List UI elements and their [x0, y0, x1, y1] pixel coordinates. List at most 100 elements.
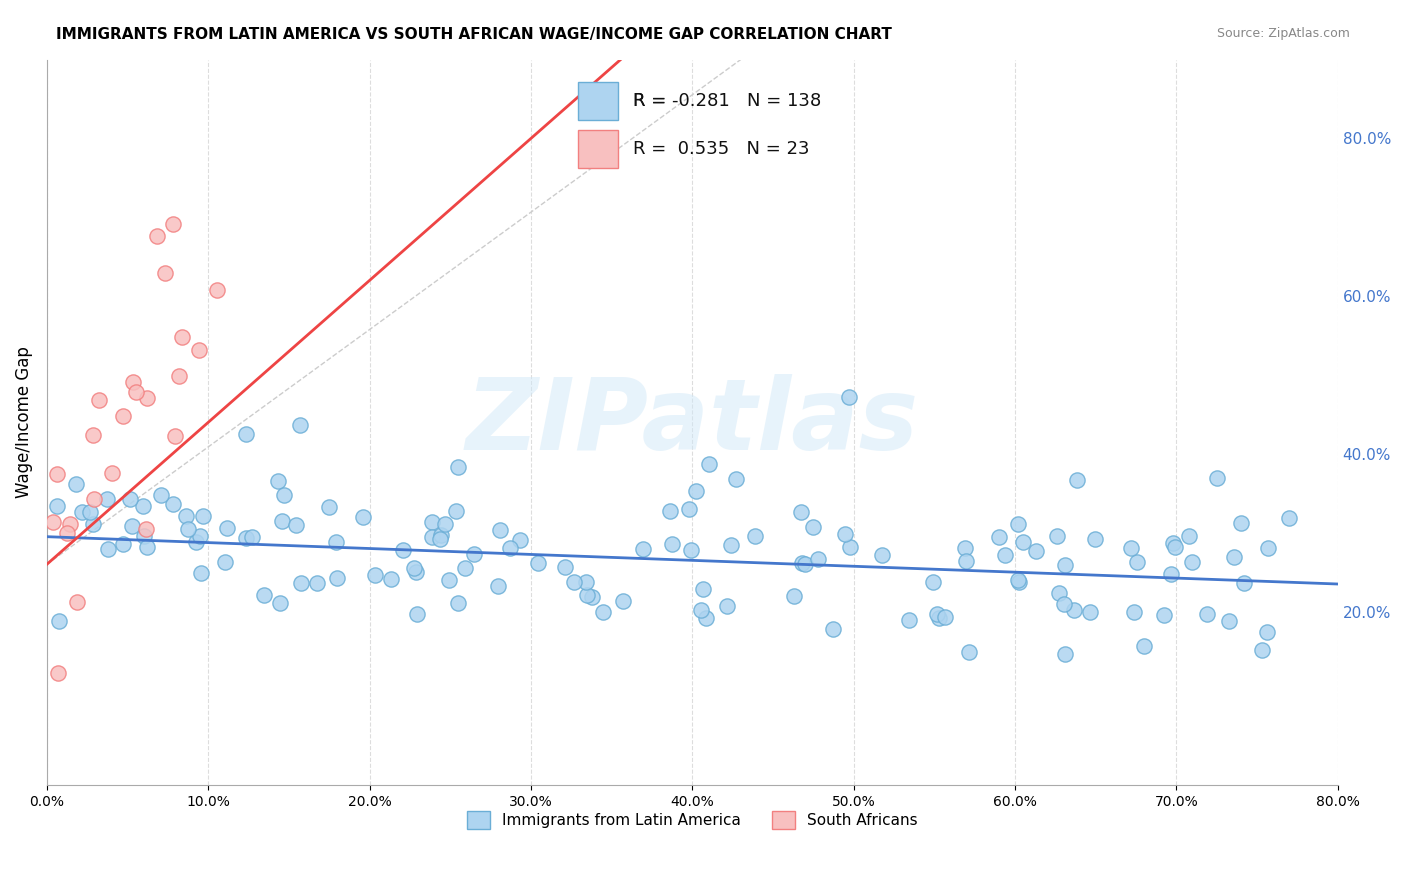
Point [121, 519, 143, 533]
Point [1197, 607, 1219, 621]
Point [661, 537, 683, 551]
Point [690, 603, 713, 617]
Point [429, 532, 451, 546]
Point [1163, 535, 1185, 549]
Point [821, 622, 844, 636]
Point [463, 548, 485, 562]
Point [135, 522, 157, 536]
Point [1066, 473, 1088, 487]
Point [253, 588, 276, 602]
Point [838, 390, 860, 404]
Point [162, 497, 184, 511]
Point [631, 542, 654, 557]
Point [658, 504, 681, 518]
Point [48, 614, 70, 628]
Point [801, 520, 824, 534]
Text: R = -0.281   N = 138: R = -0.281 N = 138 [633, 93, 821, 111]
Point [82, 516, 104, 531]
Point [150, 488, 173, 502]
Point [447, 459, 470, 474]
Point [1230, 516, 1253, 530]
Point [994, 548, 1017, 562]
Point [1206, 471, 1229, 485]
Point [430, 528, 453, 542]
Point [235, 426, 257, 441]
Point [444, 504, 467, 518]
Point [79, 505, 101, 519]
Point [1133, 639, 1156, 653]
Point [235, 531, 257, 545]
Point [685, 483, 707, 498]
Point [1153, 607, 1175, 622]
Point [834, 527, 856, 541]
Point [46, 665, 69, 680]
Point [953, 541, 976, 555]
Point [955, 554, 977, 568]
Point [744, 529, 766, 543]
Point [1256, 625, 1278, 640]
Text: R =  0.535   N = 23: R = 0.535 N = 23 [633, 141, 810, 159]
Point [839, 541, 862, 555]
Point [1122, 605, 1144, 619]
Point [807, 551, 830, 566]
Bar [578, 82, 617, 120]
Point [132, 499, 155, 513]
Point [87, 392, 110, 407]
Point [184, 534, 207, 549]
Point [928, 611, 950, 625]
Point [59, 517, 82, 532]
Point [101, 467, 124, 481]
Point [125, 385, 148, 400]
Point [364, 568, 387, 582]
Point [391, 543, 413, 558]
Point [562, 575, 585, 590]
Point [1046, 529, 1069, 543]
Point [188, 529, 211, 543]
Point [1047, 586, 1070, 600]
Point [1007, 574, 1029, 588]
Point [402, 561, 425, 575]
Point [162, 217, 184, 231]
Point [1251, 643, 1274, 657]
Point [934, 610, 956, 624]
Point [326, 571, 349, 585]
Point [783, 589, 806, 603]
Point [285, 517, 308, 532]
Point [1008, 575, 1031, 590]
Point [135, 540, 157, 554]
Point [380, 572, 402, 586]
Point [1278, 511, 1301, 525]
Point [290, 575, 312, 590]
Point [352, 509, 374, 524]
Point [1164, 541, 1187, 555]
Text: R =: R = [633, 93, 672, 111]
Point [135, 391, 157, 405]
Point [193, 509, 215, 524]
Point [1080, 605, 1102, 619]
Point [1025, 544, 1047, 558]
Point [41, 515, 63, 529]
Point [1053, 647, 1076, 661]
Point [1126, 555, 1149, 569]
Point [205, 283, 228, 297]
Point [697, 457, 720, 471]
Point [1222, 550, 1244, 565]
Bar [578, 130, 617, 168]
Point [1160, 566, 1182, 581]
Point [214, 555, 236, 569]
Point [188, 343, 211, 358]
Point [612, 594, 634, 608]
Point [1063, 603, 1085, 617]
Point [422, 530, 444, 544]
Point [1257, 541, 1279, 555]
Point [789, 505, 811, 519]
Point [82, 428, 104, 442]
Point [267, 474, 290, 488]
Point [1012, 535, 1035, 549]
Point [592, 605, 614, 619]
Point [987, 530, 1010, 544]
Point [716, 599, 738, 613]
Point [454, 561, 477, 575]
Point [725, 472, 748, 486]
Point [83, 491, 105, 506]
